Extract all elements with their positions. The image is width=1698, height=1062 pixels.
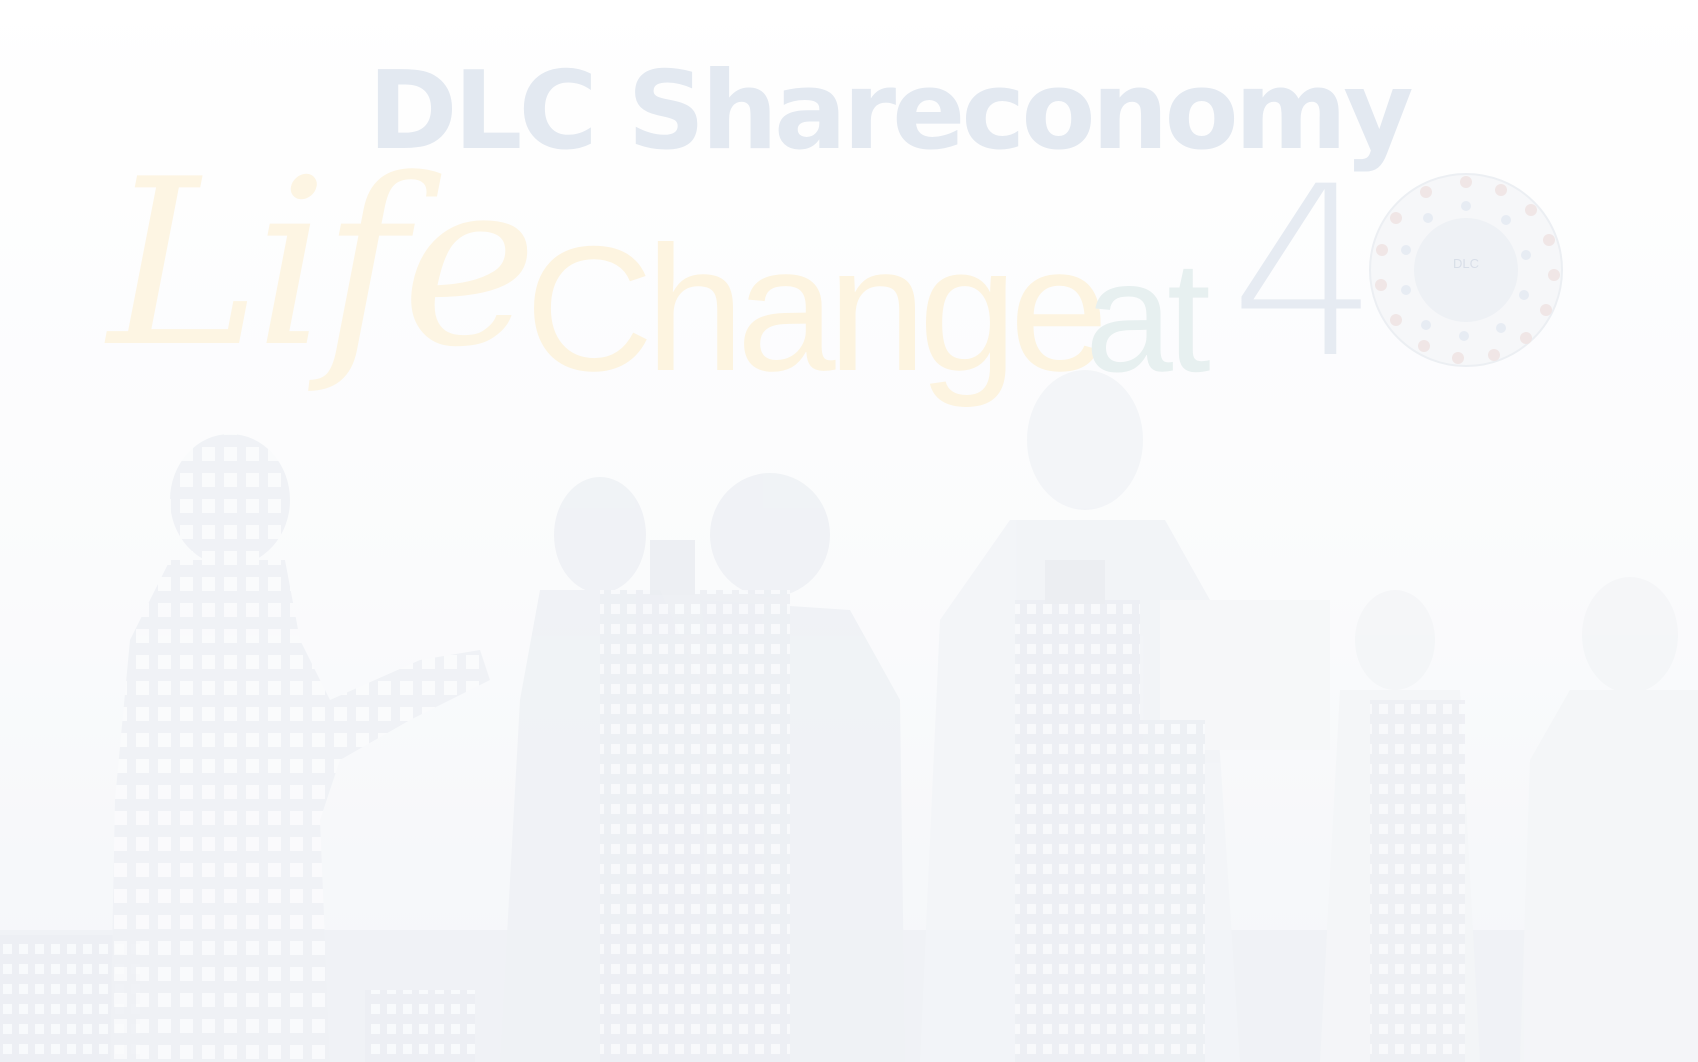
globe-icon (1369, 173, 1563, 367)
headline-life: Life (108, 131, 538, 398)
headline-at: at (1085, 229, 1211, 405)
brand-title: DLC Shareconomy (368, 49, 1414, 174)
emblem-label: DLC (1452, 256, 1479, 271)
building-tower-center-left (600, 540, 790, 1062)
headline-change: Change (525, 209, 1109, 408)
person-silhouette-left (110, 434, 490, 1062)
globe-flags-emblem: DLC (1366, 170, 1566, 370)
headline-number: 4 (1230, 137, 1380, 410)
building-tower-right (1370, 700, 1465, 1062)
building-tower-center (1015, 560, 1205, 1062)
